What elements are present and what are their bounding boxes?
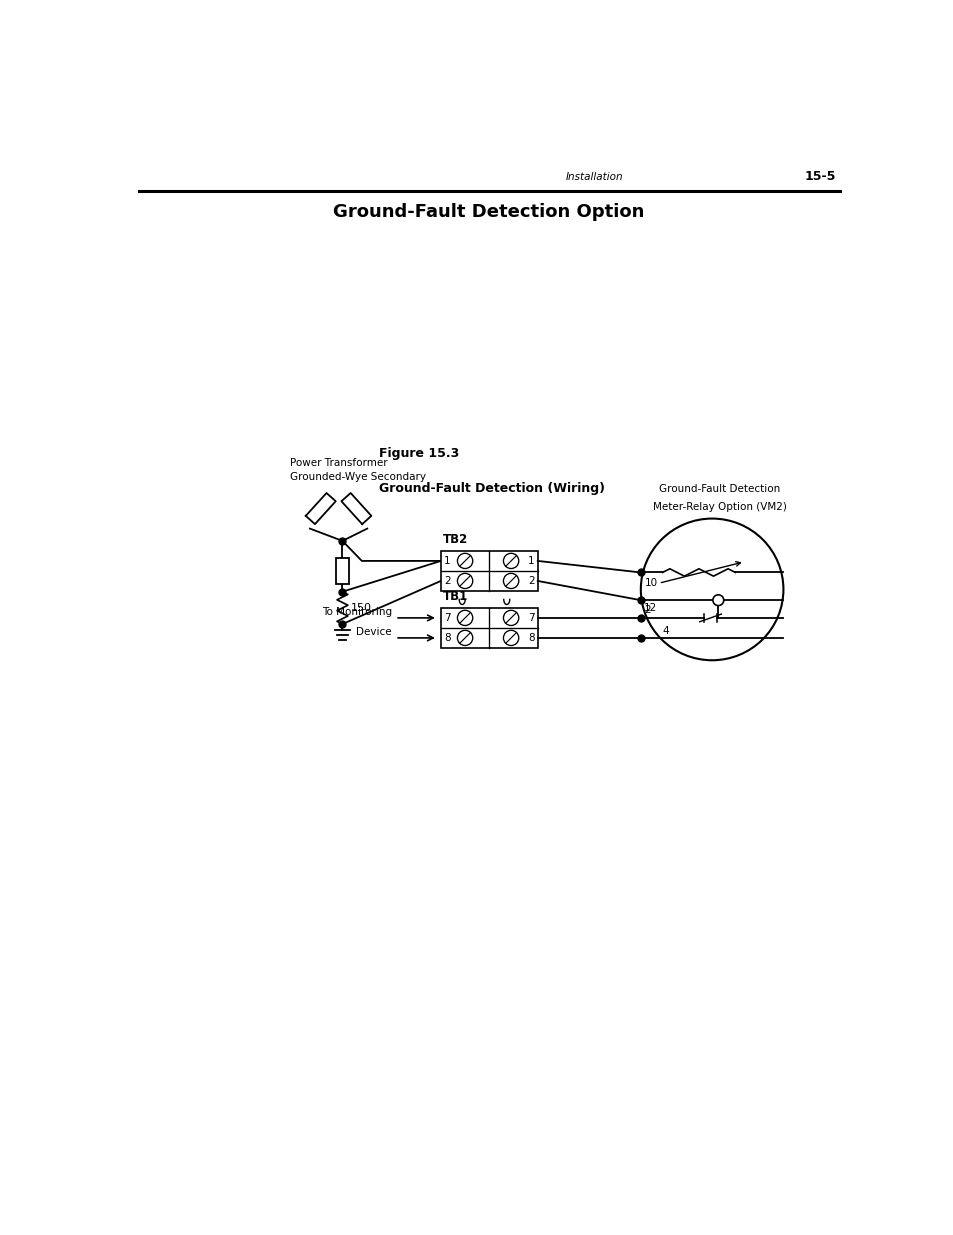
Text: Meter-Relay Option (VM2): Meter-Relay Option (VM2): [652, 503, 786, 513]
Text: Device: Device: [356, 627, 392, 637]
Circle shape: [456, 553, 473, 568]
Text: Ground-Fault Detection (Wiring): Ground-Fault Detection (Wiring): [378, 482, 604, 494]
Circle shape: [503, 610, 518, 625]
Circle shape: [456, 630, 473, 646]
Text: 4: 4: [661, 626, 668, 636]
Text: 2: 2: [643, 605, 650, 615]
Text: TB1: TB1: [443, 589, 468, 603]
Text: Ground-Fault Detection Option: Ground-Fault Detection Option: [333, 203, 644, 221]
Text: 8: 8: [527, 632, 534, 643]
Circle shape: [456, 573, 473, 589]
Text: Ground-Fault Detection: Ground-Fault Detection: [659, 484, 780, 494]
Circle shape: [640, 519, 782, 661]
Text: 10: 10: [644, 578, 658, 588]
Text: TB2: TB2: [443, 532, 468, 546]
Text: 2: 2: [527, 576, 534, 585]
Bar: [440, 608, 537, 648]
Text: Figure 15.3: Figure 15.3: [378, 447, 458, 461]
Text: 1: 1: [527, 556, 534, 566]
Text: 7: 7: [443, 613, 450, 622]
Text: To Monitoring: To Monitoring: [321, 608, 392, 618]
Text: 15-5: 15-5: [804, 170, 835, 183]
Circle shape: [503, 630, 518, 646]
Text: 2: 2: [443, 576, 450, 585]
Text: 150: 150: [351, 603, 372, 613]
Text: 12: 12: [643, 603, 657, 614]
Text: 8: 8: [443, 632, 450, 643]
Text: Power Transformer
Grounded-Wye Secondary: Power Transformer Grounded-Wye Secondary: [290, 458, 425, 482]
Circle shape: [712, 595, 723, 605]
Bar: [440, 551, 537, 592]
Bar: [335, 558, 348, 584]
Text: 7: 7: [527, 613, 534, 622]
Circle shape: [456, 610, 473, 625]
Text: Installation: Installation: [565, 172, 622, 182]
Circle shape: [503, 573, 518, 589]
Circle shape: [503, 553, 518, 568]
Text: 1: 1: [443, 556, 450, 566]
